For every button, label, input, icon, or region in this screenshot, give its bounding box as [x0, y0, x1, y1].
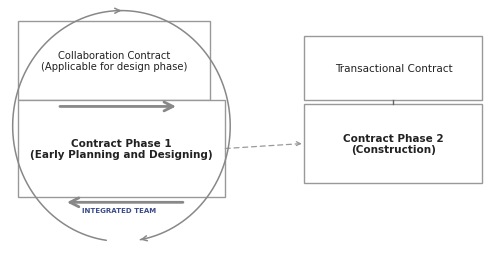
Text: Contract Phase 1
(Early Planning and Designing): Contract Phase 1 (Early Planning and Des… [30, 138, 213, 160]
Bar [18, 22, 210, 100]
Bar [304, 105, 482, 183]
Bar [304, 37, 482, 100]
Text: Transactional Contract: Transactional Contract [334, 64, 452, 73]
Text: Collaboration Contract
(Applicable for design phase): Collaboration Contract (Applicable for d… [41, 51, 187, 72]
Text: INTEGRATED TEAM: INTEGRATED TEAM [82, 207, 156, 213]
Text: Contract Phase 2
(Construction): Contract Phase 2 (Construction) [343, 133, 444, 155]
Bar [18, 100, 226, 198]
